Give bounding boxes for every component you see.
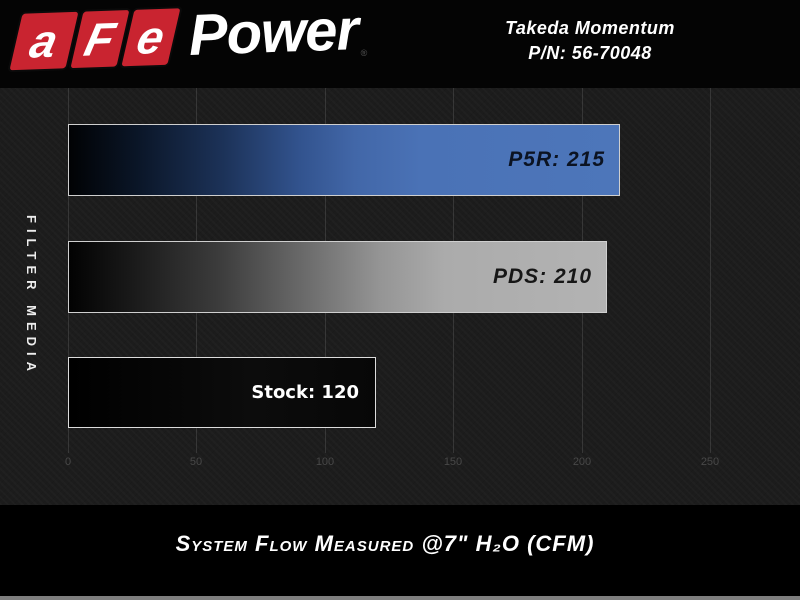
bar-chart: FILTER MEDIA P5R: 215 PDS: 210 Stock: 12… (0, 88, 800, 505)
bar-pds: PDS: 210 (68, 241, 607, 313)
x-tick-50: 50 (189, 456, 203, 468)
logo-letter-f: F (79, 12, 121, 66)
logo-letter-block-f: F (70, 10, 130, 69)
bar-stock: Stock: 120 (68, 357, 376, 428)
x-tick-100: 100 (315, 456, 335, 468)
gridline (710, 88, 711, 453)
registered-trademark-icon: ® (360, 47, 368, 58)
y-axis-label: FILTER MEDIA (24, 215, 39, 378)
x-tick-150: 150 (443, 456, 463, 468)
x-tick-250: 250 (700, 456, 720, 468)
bar-pds-label: PDS: 210 (492, 265, 592, 288)
x-tick-0: 0 (64, 456, 72, 468)
logo-letter-e: e (132, 10, 170, 64)
bar-stock-label: Stock: 120 (251, 382, 359, 403)
top-banner: a F e Power ® Takeda Momentum P/N: 56-70… (0, 0, 800, 88)
afe-power-logo: a F e Power ® (9, 0, 368, 74)
chart-title: System Flow Measured @7" H₂O (CFM) (175, 531, 595, 556)
product-name: Takeda Momentum (505, 18, 675, 38)
logo-letter-a: a (25, 14, 63, 68)
logo-letter-block-a: a (9, 11, 79, 71)
logo-letter-block-e: e (121, 8, 181, 67)
bar-p5r-label: P5R: 215 (508, 148, 605, 171)
footer: System Flow Measured @7" H₂O (CFM) (0, 505, 800, 600)
product-info: Takeda Momentum P/N: 56-70048 (410, 16, 770, 66)
bar-p5r: P5R: 215 (68, 124, 620, 196)
bottom-edge-strip (0, 596, 800, 600)
product-part-number: P/N: 56-70048 (528, 43, 652, 63)
x-tick-200: 200 (572, 456, 592, 468)
logo-word-power: Power (187, 0, 359, 68)
